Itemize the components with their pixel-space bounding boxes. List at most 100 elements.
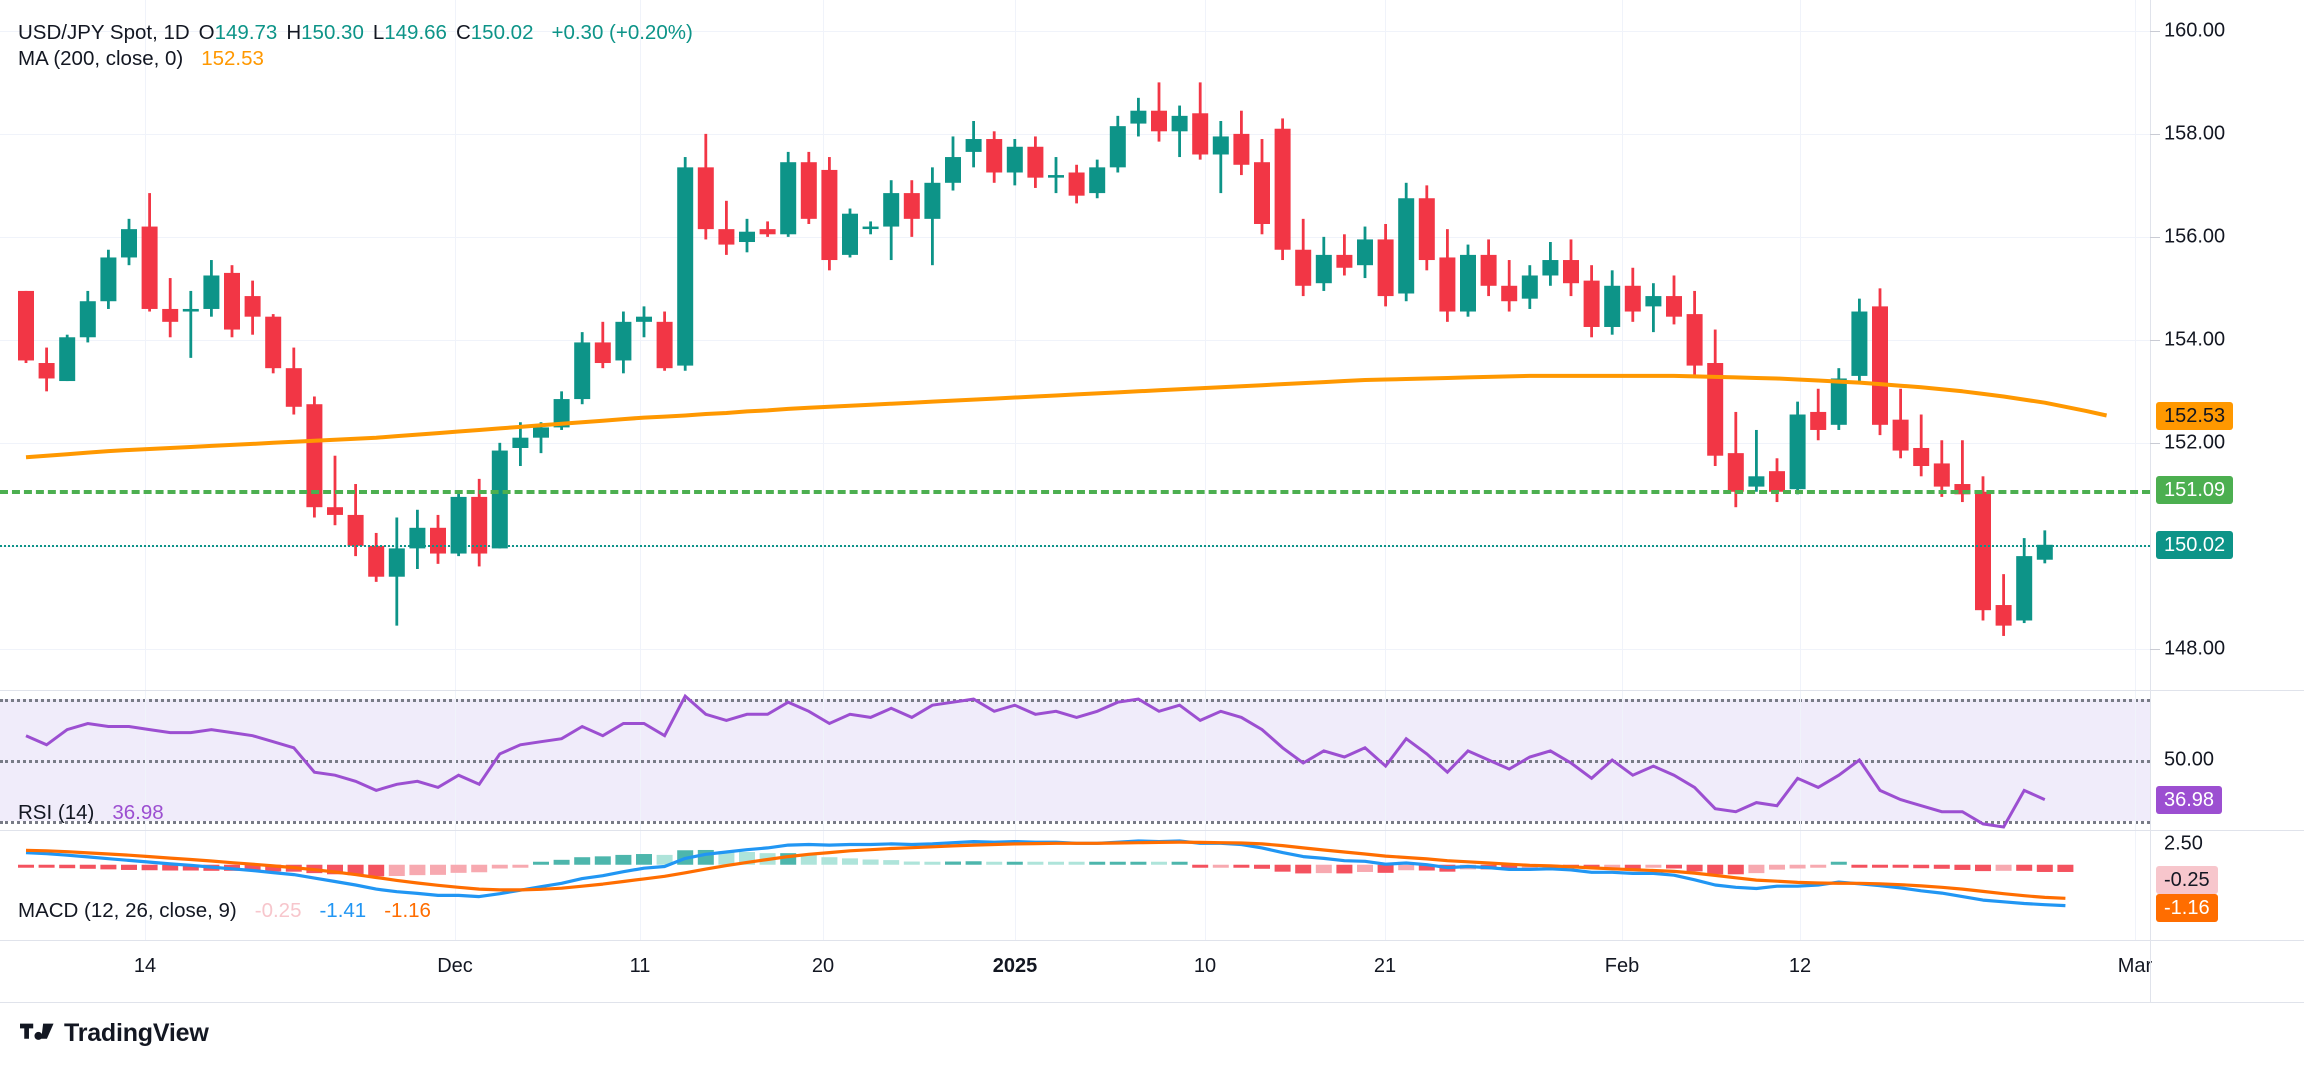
rsi-level-line-30 [0, 820, 2150, 824]
rsi-level-line-50 [0, 760, 2150, 763]
price-vertical-gridline [1800, 0, 1801, 690]
ohlc-l-label: L [372, 21, 385, 44]
rsi-value-badge[interactable]: 36.98 [2156, 785, 2223, 814]
macd-vertical-gridline [1205, 830, 1206, 940]
time-tick-label: 12 [1788, 955, 1812, 977]
price-legend[interactable]: USD/JPY Spot, 1D O149.73 H150.30 L149.66 C15… [18, 20, 693, 46]
rsi-pane-separator [0, 690, 2304, 691]
time-tick-label: 14 [133, 955, 157, 977]
rsi-vertical-gridline [1385, 690, 1386, 830]
price-tick-label: 156.00 [2164, 225, 2226, 248]
rsi-vertical-gridline [823, 690, 824, 830]
price-tick-mark [2150, 442, 2160, 444]
ohlc-o-value: 149.73 [214, 21, 278, 44]
price-tick-label: 154.00 [2164, 328, 2226, 351]
support-level[interactable] [0, 489, 2150, 494]
macd-vertical-gridline [145, 830, 146, 940]
price-tick-mark [2150, 339, 2160, 341]
ma200-line [25, 373, 2108, 460]
macd-series [18, 839, 2074, 908]
macd-vertical-gridline [1015, 830, 1016, 940]
macd-pane[interactable]: 2.50 -0.25 -1.16 [0, 830, 2304, 940]
macd-vertical-gridline [1385, 830, 1386, 940]
macd-vertical-gridline [1622, 830, 1623, 940]
time-tick-label: Feb [1604, 955, 1640, 977]
macd-legend-label: MACD (12, 26, close, 9) [18, 899, 237, 922]
price-tick-label: 158.00 [2164, 122, 2226, 145]
macd-vertical-gridline [640, 830, 641, 940]
rsi-vertical-gridline [145, 690, 146, 830]
macd-vertical-gridline [823, 830, 824, 940]
time-axis-divider [2150, 941, 2151, 1003]
rsi-legend-label: RSI (14) [18, 801, 95, 824]
macd-scale[interactable]: 2.50 -0.25 -1.16 [2150, 830, 2304, 940]
rsi-scale[interactable]: 50.00 36.98 [2150, 690, 2304, 830]
price-tick-label: 160.00 [2164, 19, 2226, 42]
price-vertical-gridline [1015, 0, 1016, 690]
rsi-vertical-gridline [1622, 690, 1623, 830]
time-tick-label: 11 [629, 955, 651, 977]
time-tick-label: 21 [1373, 955, 1397, 977]
price-vertical-gridline [640, 0, 641, 690]
rsi-vertical-gridline [1015, 690, 1016, 830]
tradingview-logo[interactable]: TradingView [20, 1019, 209, 1048]
ma-legend-label: MA (200, close, 0) [18, 47, 184, 70]
chart-footer: TradingView [0, 1002, 2304, 1067]
macd-legend-signal: -1.16 [384, 899, 431, 922]
ma-legend[interactable]: MA (200, close, 0) 152.53 [18, 46, 264, 72]
rsi-legend[interactable]: RSI (14) 36.98 [18, 800, 164, 826]
price-vertical-gridline [455, 0, 456, 690]
time-scale[interactable]: 14 Dec 11 20 2025 10 21 Feb 12 Mar [0, 940, 2304, 1003]
time-tick-label: Dec [437, 955, 473, 977]
macd-plot-area[interactable] [0, 830, 2150, 940]
ohlc-o-label: O [198, 21, 215, 44]
rsi-legend-value: 36.98 [112, 801, 164, 824]
price-change: +0.30 (+0.20%) [551, 21, 693, 44]
price-gridline [0, 442, 2150, 444]
macd-pane-separator [0, 830, 2304, 831]
price-tick-mark [2150, 648, 2160, 650]
rsi-vertical-gridline [1205, 690, 1206, 830]
price-vertical-gridline [1622, 0, 1623, 690]
rsi-band-fill [0, 699, 2150, 821]
last-close-level[interactable] [0, 544, 2150, 547]
rsi-line-series [25, 693, 2046, 829]
price-gridline [0, 648, 2150, 650]
level-price-badge[interactable]: 151.09 [2156, 475, 2234, 504]
rsi-vertical-gridline [640, 690, 641, 830]
rsi-pane[interactable]: 50.00 36.98 [0, 690, 2304, 830]
ohlc-h-label: H [286, 21, 302, 44]
rsi-level-line-70 [0, 699, 2150, 703]
macd-signal-badge[interactable]: -1.16 [2156, 893, 2218, 922]
time-tick-label: 10 [1193, 955, 1217, 977]
rsi-plot-area[interactable] [0, 690, 2150, 830]
time-tick-label: 2025 [992, 955, 1038, 977]
macd-hist-badge[interactable]: -0.25 [2156, 865, 2218, 894]
price-scale[interactable]: 148.00 152.00 154.00 156.00 158.00 160.00 152.… [2150, 0, 2304, 690]
price-tick-label: 152.00 [2164, 431, 2226, 454]
ma-price-badge[interactable]: 152.53 [2156, 401, 2234, 430]
rsi-vertical-gridline [1800, 690, 1801, 830]
macd-legend-hist: -0.25 [254, 899, 302, 922]
time-tick-label: Mar [2117, 955, 2153, 977]
macd-tick-label: 2.50 [2164, 832, 2203, 855]
price-axis-divider [2150, 0, 2151, 690]
price-vertical-gridline [2135, 0, 2136, 690]
macd-legend-macd: -1.41 [319, 899, 367, 922]
rsi-axis-divider [2150, 690, 2151, 830]
price-vertical-gridline [823, 0, 824, 690]
price-gridline [0, 339, 2150, 341]
macd-vertical-gridline [455, 830, 456, 940]
rsi-vertical-gridline [2135, 690, 2136, 830]
price-pane[interactable]: 148.00 152.00 154.00 156.00 158.00 160.00 152.… [0, 0, 2304, 690]
last-price-badge[interactable]: 150.02 [2156, 530, 2234, 559]
ohlc-c-label: C [455, 21, 471, 44]
price-gridline [0, 30, 2150, 32]
price-vertical-gridline [1385, 0, 1386, 690]
macd-vertical-gridline [2135, 830, 2136, 940]
price-vertical-gridline [1205, 0, 1206, 690]
price-gridline [0, 236, 2150, 238]
price-plot-area[interactable] [0, 0, 2150, 690]
macd-legend[interactable]: MACD (12, 26, close, 9) -0.25 -1.41 -1.16 [18, 898, 431, 924]
